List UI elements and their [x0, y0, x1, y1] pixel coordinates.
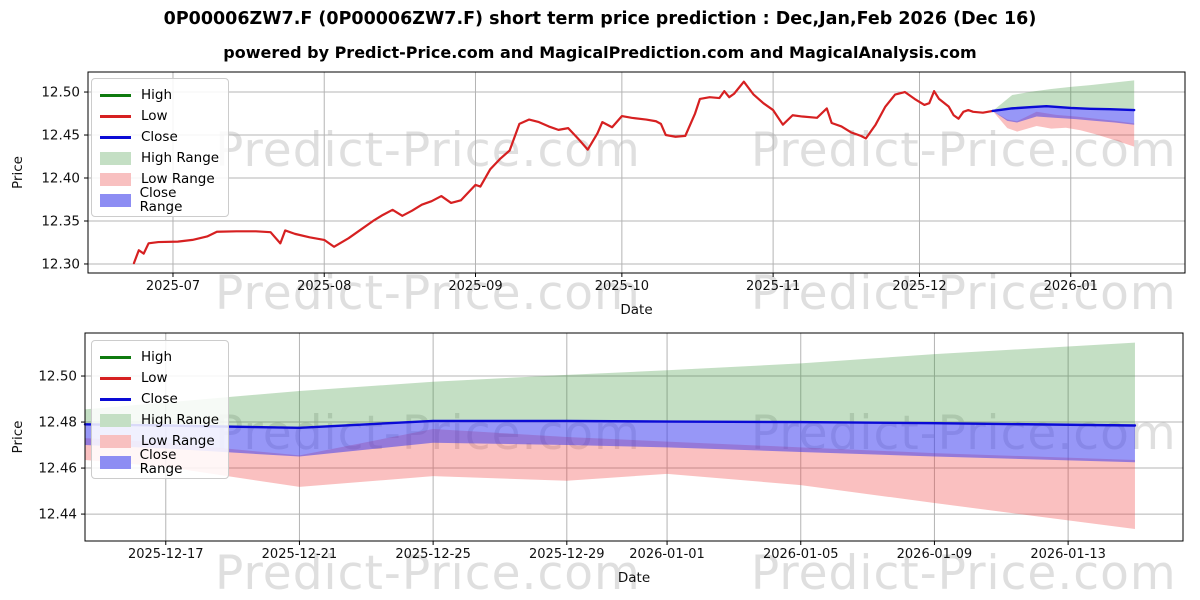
low-swatch-icon [100, 115, 131, 118]
legend-item-low: Low [100, 368, 220, 389]
band-close-range [992, 106, 1135, 125]
tick-label-x: 2026-01-09 [897, 547, 973, 562]
close-swatch-icon [100, 136, 131, 139]
tick-label-y: 12.48 [38, 415, 77, 431]
legend-item-high: High [100, 85, 220, 106]
plot-border [84, 332, 1184, 542]
legend-label: High [141, 348, 173, 365]
band-high-range [85, 342, 1135, 428]
tick-label-y: 12.30 [41, 256, 80, 272]
tick-label-y: 12.44 [38, 507, 77, 523]
tick-label-x: 2026-01-13 [1030, 547, 1106, 562]
band-high-range [992, 80, 1135, 111]
tick-label-y: 12.50 [38, 369, 77, 385]
legend-item-close: Close [100, 389, 220, 410]
low-swatch-icon [100, 377, 131, 380]
y-axis-label: Price [10, 156, 26, 189]
legend-item-low: Low [100, 106, 220, 127]
line-low [132, 80, 994, 265]
tick-label-x: 2025-12-25 [395, 547, 471, 562]
low-range-swatch-icon [100, 173, 131, 186]
line-close [991, 105, 1136, 113]
tick-label-x: 2026-01 [1044, 279, 1098, 294]
tick-label-x: 2025-10 [595, 279, 649, 294]
legend-item-high-range: High Range [100, 410, 220, 431]
legend-item-close-range: Close Range [100, 447, 220, 477]
tick-label-x: 2025-12-21 [262, 547, 338, 562]
high-swatch-icon [100, 356, 131, 359]
page-subtitle: powered by Predict-Price.com and Magical… [223, 43, 977, 62]
chart-1 [81, 332, 1184, 545]
legend-top-chart: High Low Close High Range Low Range Close Ran… [91, 78, 229, 217]
tick-label-x: 2025-12-29 [529, 547, 605, 562]
tick-label-x: 2025-11 [746, 279, 800, 294]
band-close-range [85, 420, 1135, 463]
tick-label-y: 12.46 [38, 461, 77, 477]
tick-label-y: 12.50 [41, 85, 80, 101]
legend-label: Close Range [139, 185, 183, 215]
y-axis-label: Price [10, 421, 26, 454]
legend-label: High [141, 86, 173, 103]
legend-item-high: High [100, 347, 220, 368]
legend-item-low-range: Low Range [100, 169, 220, 190]
tick-label-x: 2025-08 [297, 279, 351, 294]
chart-0 [84, 71, 1186, 277]
legend-item-close: Close [100, 127, 220, 148]
close-range-swatch-icon [100, 194, 131, 207]
legend-label: Low [141, 369, 168, 386]
legend-label: High Range [141, 149, 220, 166]
tick-label-x: 2025-12 [892, 279, 946, 294]
tick-label-x: 2025-07 [146, 279, 200, 294]
close-swatch-icon [100, 398, 131, 401]
tick-label-x: 2026-01-01 [629, 547, 705, 562]
high-swatch-icon [100, 94, 131, 97]
plot-border [87, 71, 1186, 274]
x-axis-label: Date [618, 570, 650, 586]
legend-bottom-chart: High Low Close High Range Low Range Close Ran… [91, 340, 229, 479]
tick-label-y: 12.40 [41, 171, 80, 187]
page-title: 0P00006ZW7.F (0P00006ZW7.F) short term p… [163, 9, 1037, 29]
tick-label-y: 12.35 [41, 213, 80, 229]
tick-label-x: 2026-01-05 [763, 547, 839, 562]
high-range-swatch-icon [100, 414, 131, 427]
legend-label: High Range [141, 411, 220, 428]
legend-item-high-range: High Range [100, 148, 220, 169]
tick-label-y: 12.45 [41, 128, 80, 144]
legend-label: Close [141, 128, 178, 145]
legend-label: Close Range [139, 447, 183, 477]
legend-item-close-range: Close Range [100, 185, 220, 215]
legend-label: Close [141, 390, 178, 407]
legend-label: Low Range [141, 170, 215, 187]
tick-label-x: 2025-12-17 [128, 547, 204, 562]
high-range-swatch-icon [100, 152, 131, 165]
legend-item-low-range: Low Range [100, 431, 220, 452]
legend-label: Low [141, 107, 168, 124]
x-axis-label: Date [620, 302, 652, 318]
low-range-swatch-icon [100, 435, 131, 448]
legend-label: Low Range [141, 432, 215, 449]
close-range-swatch-icon [100, 456, 131, 469]
tick-label-x: 2025-09 [448, 279, 502, 294]
